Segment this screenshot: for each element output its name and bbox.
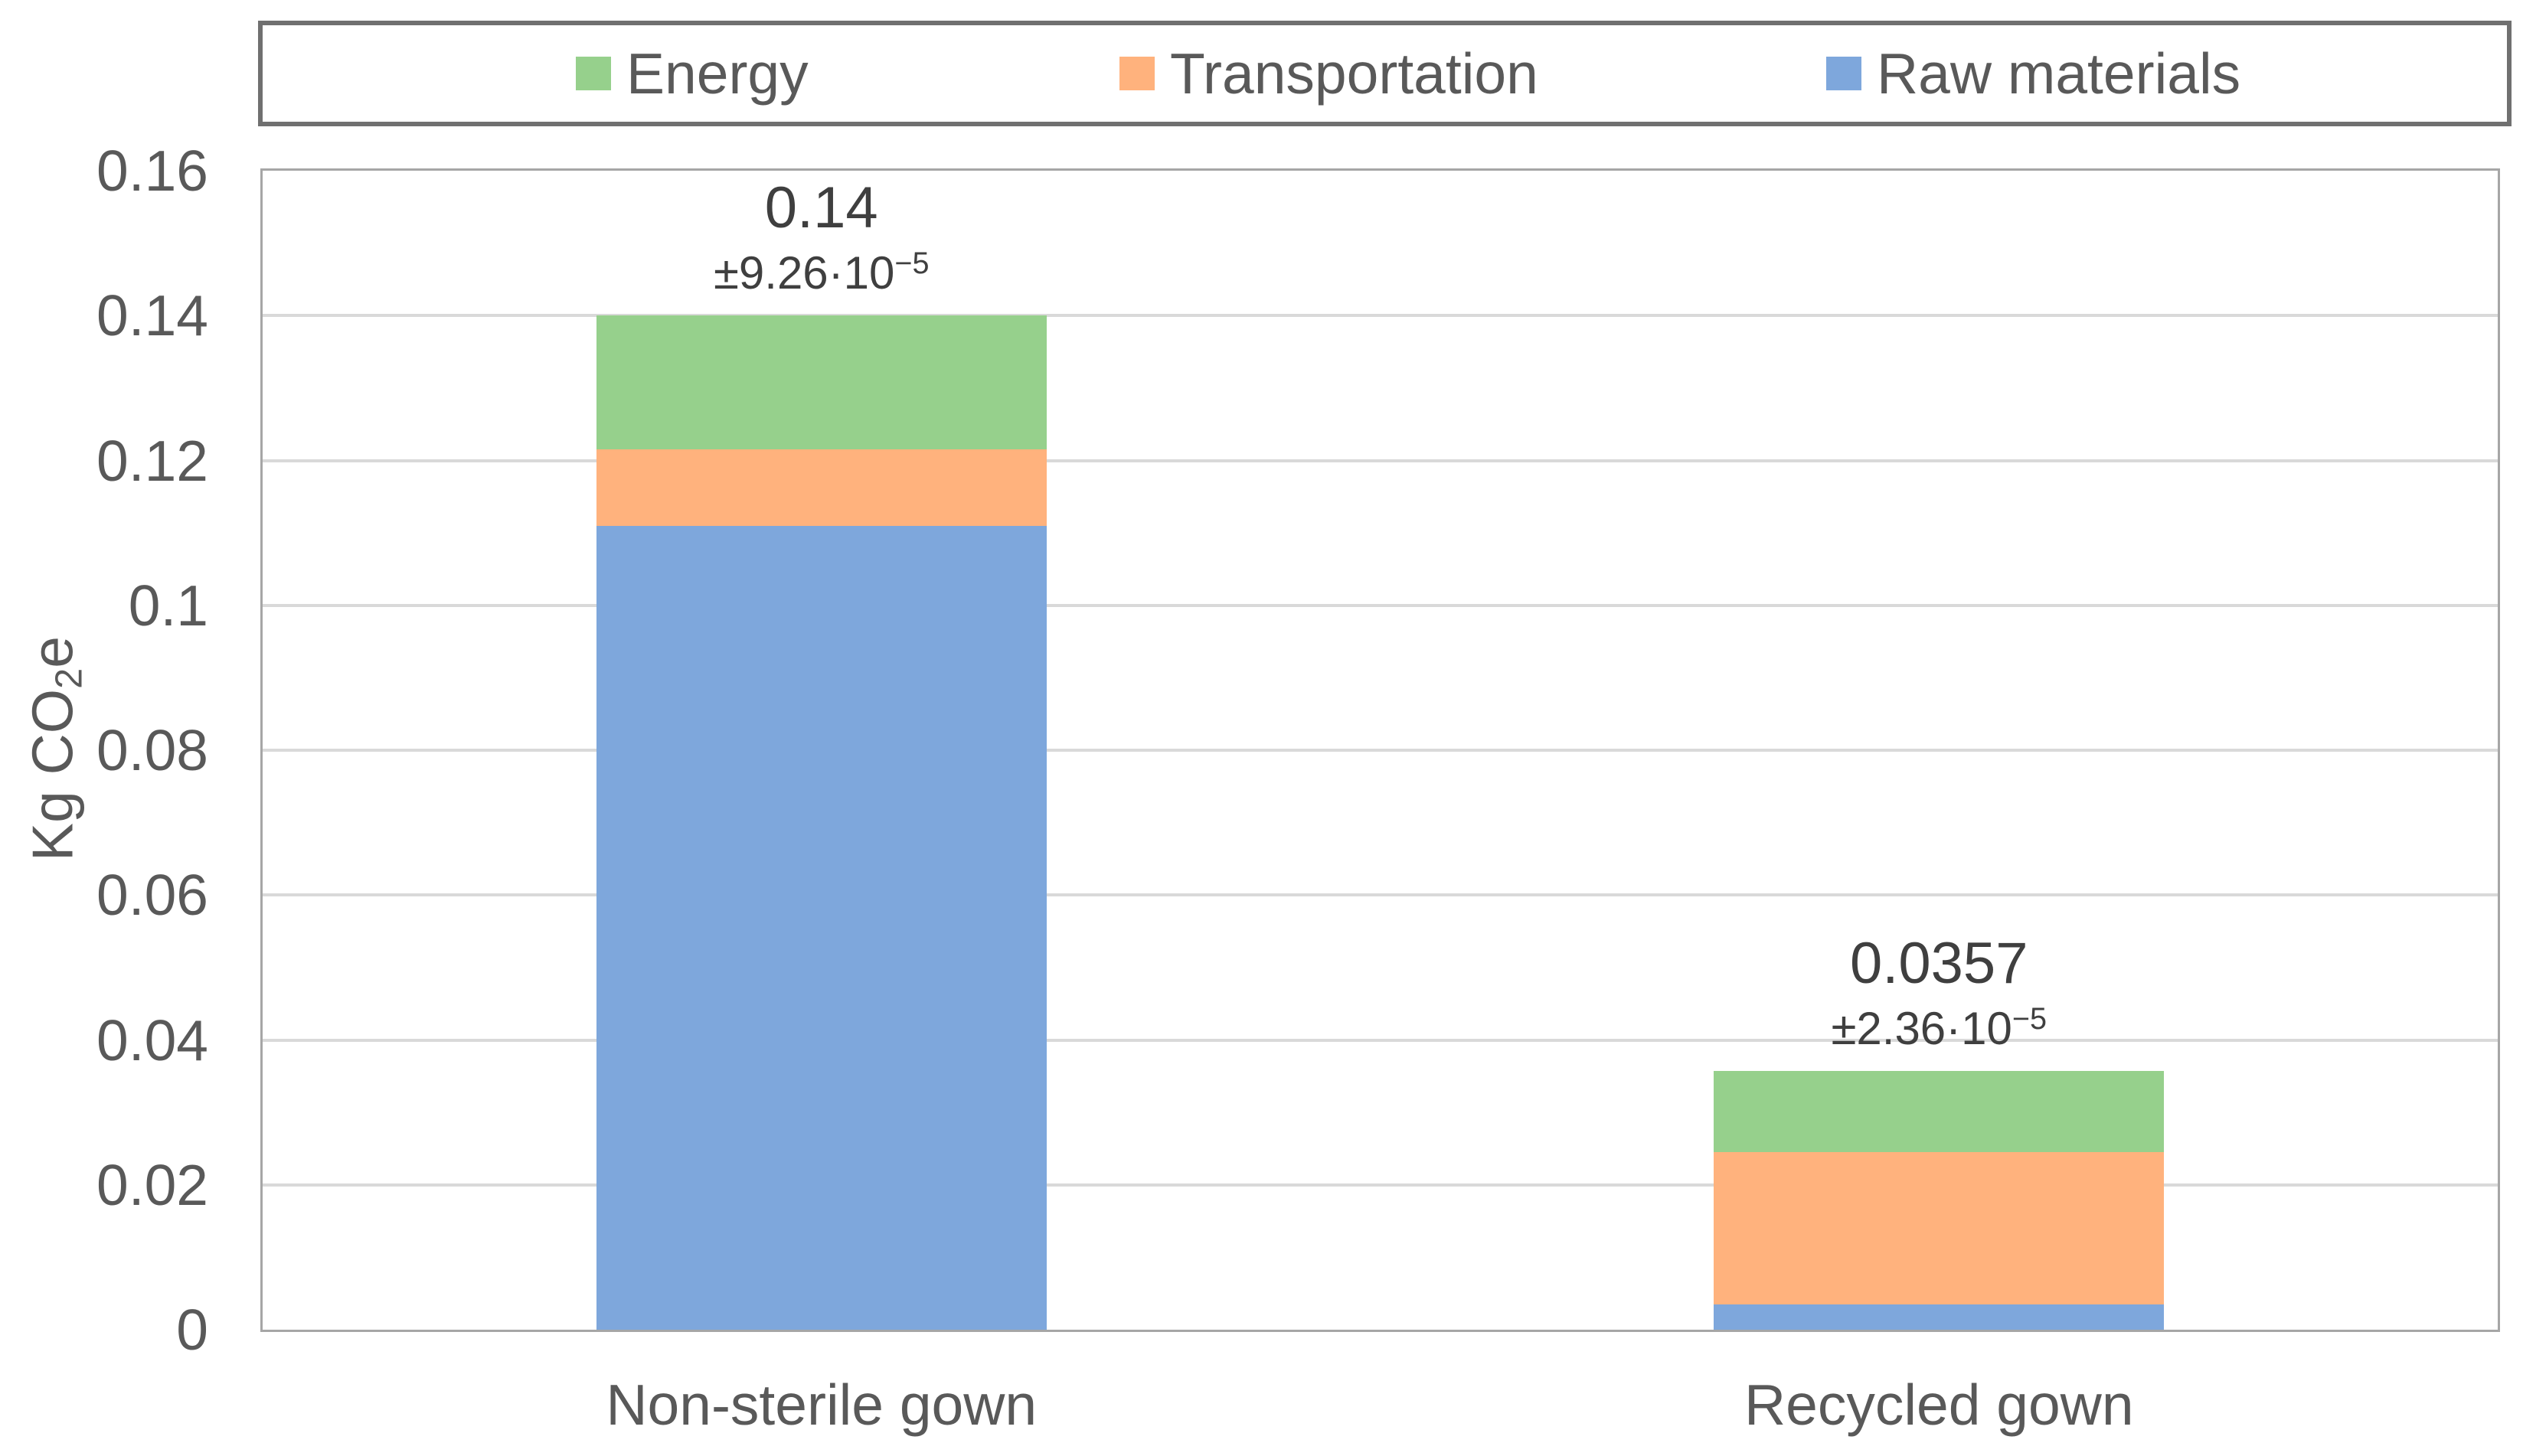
bar-segment-transportation [1714, 1152, 2165, 1304]
legend-item-energy: Energy [576, 25, 809, 122]
bar-segment-raw-materials [1714, 1304, 2165, 1330]
gridline [263, 749, 2498, 752]
y-axis-title-subscript: 2 [48, 668, 90, 689]
legend-swatch [1826, 57, 1861, 90]
bar-total-error-mantissa: ±9.26·10 [713, 247, 895, 299]
y-axis-title-suffix: e [20, 636, 85, 668]
bar-segment-energy [1714, 1071, 2165, 1153]
y-tick-label: 0.08 [96, 718, 208, 782]
bar-total-error: ±2.36·10−5 [1671, 1002, 2207, 1055]
y-tick-label: 0.1 [128, 573, 208, 638]
legend-item-raw-materials: Raw materials [1826, 25, 2240, 122]
y-tick-label: 0.14 [96, 283, 208, 348]
x-category-label: Recycled gown [1744, 1373, 2134, 1437]
y-tick-label: 0.02 [96, 1152, 208, 1217]
stacked-bar [1714, 1071, 2165, 1330]
bar-total-value: 0.14 [764, 175, 878, 241]
gridline [263, 1183, 2498, 1187]
legend-item-label: Raw materials [1877, 41, 2241, 106]
y-tick-label: 0.12 [96, 428, 208, 493]
stacked-bar [596, 315, 1047, 1330]
bar-segment-raw-materials [596, 525, 1047, 1330]
gridline [263, 314, 2498, 318]
bar-total-error: ±9.26·10−5 [554, 246, 1090, 299]
gridline [263, 603, 2498, 607]
bar-total-value: 0.0357 [1850, 931, 2028, 997]
legend: Energy Transportation Raw materials [258, 21, 2512, 126]
bar-total-label: 0.14 ±9.26·10−5 [554, 170, 1090, 299]
x-category-label: Non-sterile gown [606, 1373, 1038, 1437]
bar-segment-transportation [596, 449, 1047, 526]
y-tick-label: 0.16 [96, 139, 208, 203]
gridline [263, 893, 2498, 897]
gridline [263, 459, 2498, 462]
bar-total-error-exponent: −5 [894, 246, 930, 281]
bar-total-error-mantissa: ±2.36·10 [1831, 1003, 2012, 1055]
legend-swatch [1119, 57, 1155, 90]
y-tick-label: 0 [176, 1298, 208, 1362]
gridline [263, 1038, 2498, 1042]
legend-swatch [576, 57, 611, 90]
legend-item-label: Transportation [1170, 41, 1538, 106]
y-tick-label: 0.06 [96, 863, 208, 928]
legend-item-label: Energy [626, 41, 809, 106]
bar-segment-energy [596, 315, 1047, 450]
plot-area [260, 168, 2500, 1332]
y-tick-label: 0.04 [96, 1007, 208, 1072]
legend-item-transportation: Transportation [1119, 25, 1538, 122]
bar-total-error-exponent: −5 [2012, 1002, 2047, 1037]
bar-total-label: 0.0357 ±2.36·10−5 [1671, 926, 2207, 1055]
